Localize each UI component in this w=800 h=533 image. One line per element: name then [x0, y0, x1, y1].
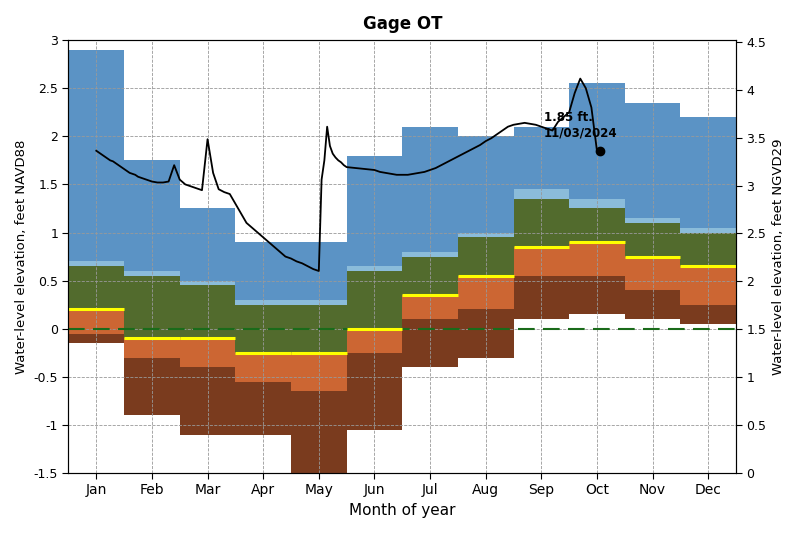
- X-axis label: Month of year: Month of year: [349, 503, 455, 518]
- Bar: [680, 232, 736, 266]
- Bar: [180, 338, 235, 367]
- Bar: [180, 280, 235, 286]
- Bar: [69, 310, 124, 334]
- Bar: [402, 252, 458, 256]
- Bar: [291, 300, 346, 305]
- Bar: [402, 295, 458, 319]
- Bar: [458, 136, 514, 232]
- Bar: [625, 290, 680, 319]
- Bar: [514, 189, 569, 199]
- Bar: [291, 242, 346, 300]
- Y-axis label: Water-level elevation, feet NGVD29: Water-level elevation, feet NGVD29: [772, 139, 785, 375]
- Bar: [180, 286, 235, 338]
- Bar: [569, 199, 625, 208]
- Bar: [458, 237, 514, 276]
- Bar: [458, 276, 514, 310]
- Bar: [569, 276, 625, 314]
- Bar: [680, 266, 736, 305]
- Bar: [124, 276, 180, 338]
- Title: Gage OT: Gage OT: [362, 15, 442, 33]
- Text: 1.85 ft.
11/03/2024: 1.85 ft. 11/03/2024: [544, 111, 618, 139]
- Bar: [346, 266, 402, 271]
- Bar: [235, 353, 291, 382]
- Bar: [346, 353, 402, 430]
- Bar: [235, 305, 291, 353]
- Bar: [69, 334, 124, 343]
- Bar: [514, 247, 569, 276]
- Bar: [625, 103, 680, 218]
- Bar: [124, 160, 180, 271]
- Bar: [458, 310, 514, 358]
- Bar: [402, 256, 458, 295]
- Bar: [69, 261, 124, 266]
- Bar: [402, 319, 458, 367]
- Bar: [291, 391, 346, 473]
- Bar: [124, 338, 180, 358]
- Bar: [124, 271, 180, 276]
- Bar: [235, 300, 291, 305]
- Bar: [402, 127, 458, 252]
- Bar: [235, 242, 291, 300]
- Bar: [680, 228, 736, 232]
- Bar: [569, 242, 625, 276]
- Bar: [69, 266, 124, 310]
- Bar: [680, 305, 736, 324]
- Bar: [291, 353, 346, 391]
- Bar: [346, 271, 402, 329]
- Bar: [625, 256, 680, 290]
- Bar: [124, 358, 180, 415]
- Bar: [625, 218, 680, 223]
- Bar: [180, 367, 235, 434]
- Bar: [569, 83, 625, 199]
- Bar: [514, 276, 569, 319]
- Bar: [514, 199, 569, 247]
- Y-axis label: Water-level elevation, feet NAVD88: Water-level elevation, feet NAVD88: [15, 140, 28, 374]
- Bar: [235, 382, 291, 434]
- Bar: [69, 50, 124, 261]
- Bar: [514, 127, 569, 189]
- Bar: [180, 208, 235, 280]
- Bar: [291, 305, 346, 353]
- Bar: [569, 208, 625, 242]
- Bar: [346, 156, 402, 266]
- Bar: [625, 223, 680, 256]
- Bar: [458, 232, 514, 237]
- Bar: [680, 117, 736, 228]
- Bar: [346, 329, 402, 353]
